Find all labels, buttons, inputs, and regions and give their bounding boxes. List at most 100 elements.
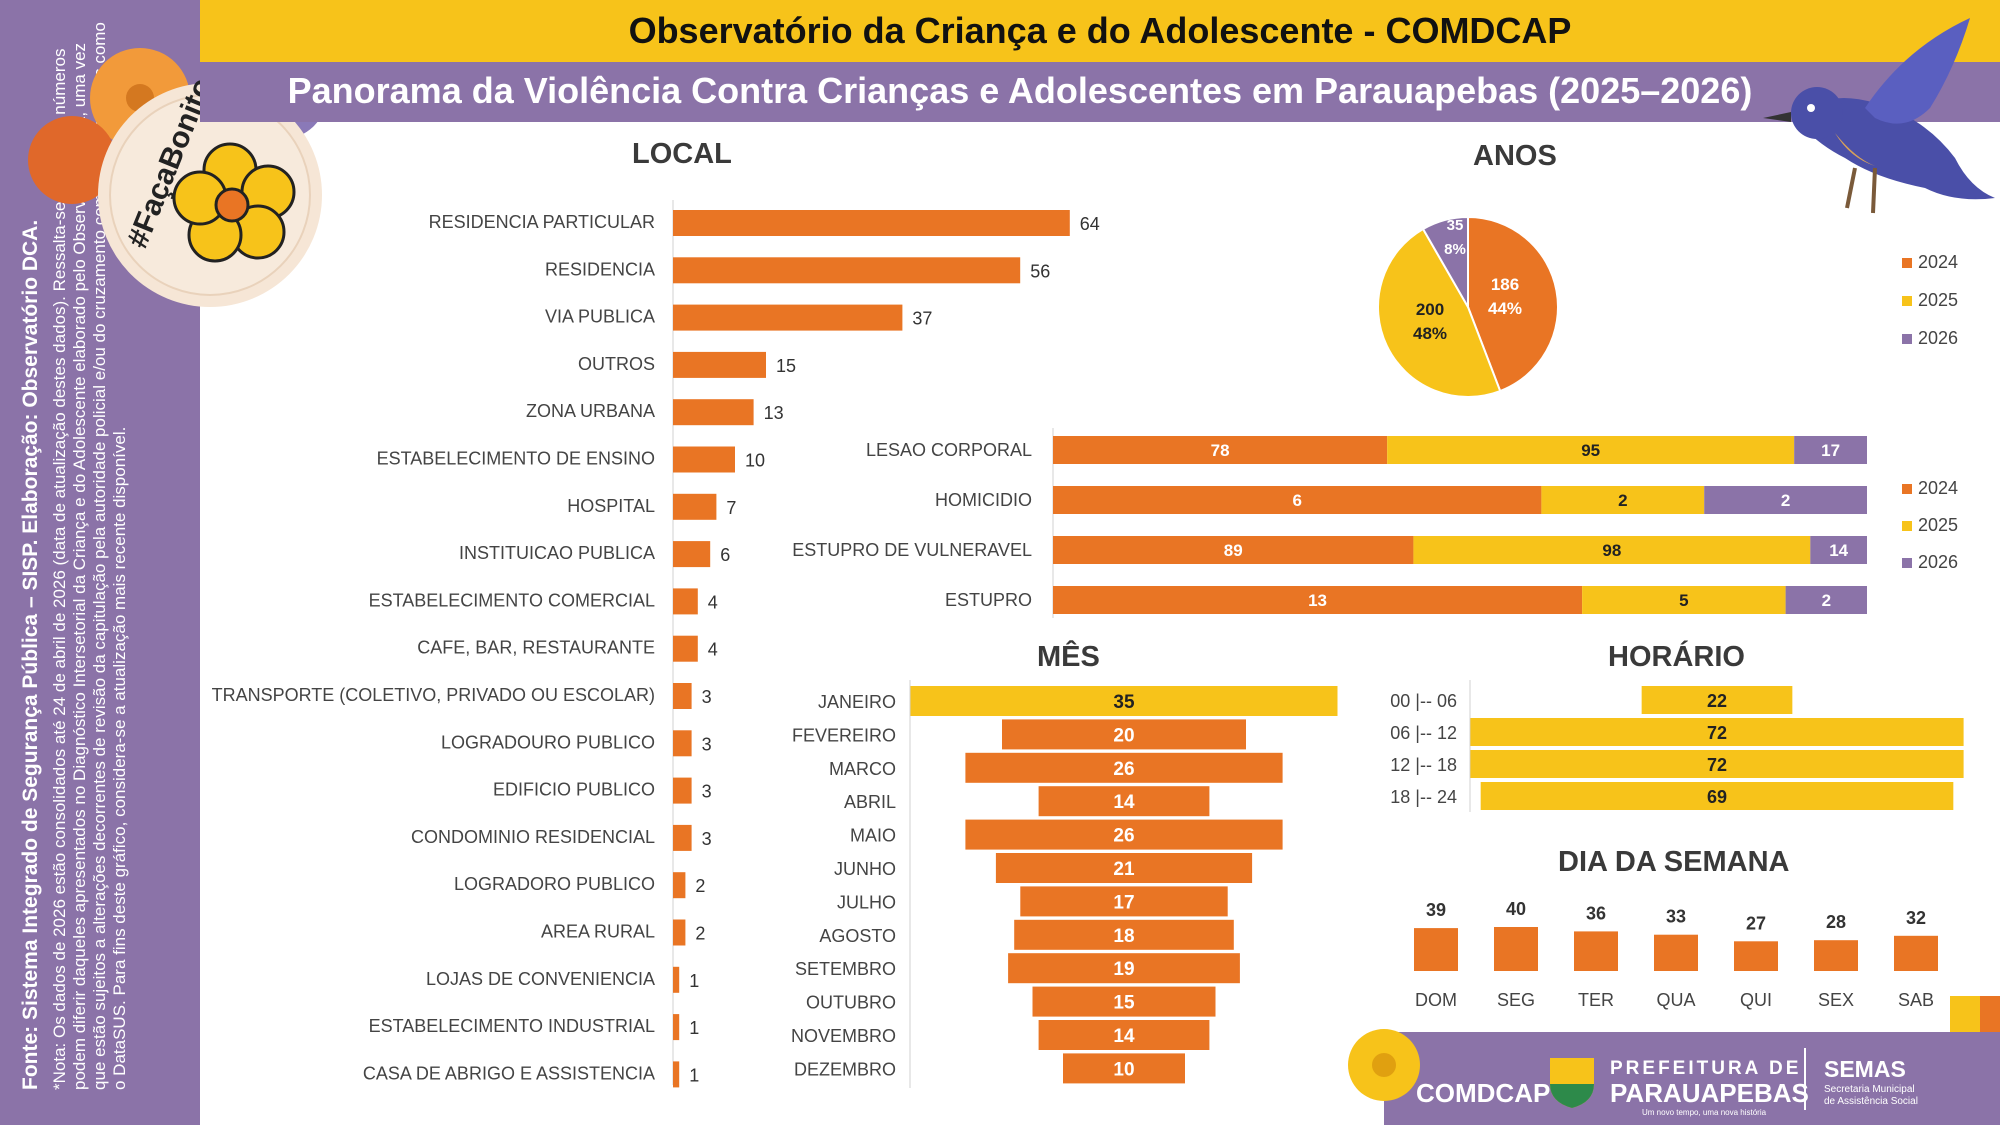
local-category-label: EDIFICIO PUBLICO bbox=[493, 780, 655, 800]
crime-value-label: 2 bbox=[1618, 491, 1627, 510]
weekday-bar bbox=[1414, 928, 1458, 971]
local-bar bbox=[673, 777, 692, 804]
local-category-label: RESIDENCIA bbox=[545, 259, 655, 279]
hour-label: 18 |-- 24 bbox=[1390, 787, 1457, 807]
month-bar bbox=[965, 819, 1283, 850]
month-value-label: 26 bbox=[1113, 759, 1134, 780]
local-bar bbox=[673, 872, 686, 899]
weekday-label: TER bbox=[1578, 990, 1614, 1010]
month-bar bbox=[1014, 919, 1234, 950]
anos-title: ANOS bbox=[1473, 140, 1557, 172]
crime-value-label: 2 bbox=[1822, 591, 1831, 610]
local-bar bbox=[673, 635, 698, 662]
weekday-bar bbox=[1814, 940, 1858, 971]
local-bar bbox=[673, 966, 680, 993]
local-value-label: 4 bbox=[708, 640, 718, 660]
pie-value-label: 186 bbox=[1491, 275, 1519, 294]
bird-illustration bbox=[1763, 18, 1995, 214]
month-bar bbox=[1063, 1053, 1185, 1084]
footer-divider bbox=[1804, 1048, 1806, 1110]
legend-swatch bbox=[1902, 521, 1912, 531]
hour-label: 12 |-- 18 bbox=[1390, 755, 1457, 775]
weekday-value-label: 36 bbox=[1586, 903, 1606, 923]
month-value-label: 21 bbox=[1113, 859, 1135, 880]
local-category-label: LOGRADORO PUBLICO bbox=[454, 874, 655, 894]
pie-value-label: 200 bbox=[1416, 300, 1444, 319]
local-category-label: ZONA URBANA bbox=[526, 401, 655, 421]
pie-slice bbox=[1421, 215, 1469, 311]
local-value-label: 13 bbox=[764, 403, 784, 423]
local-category-label: CONDOMINIO RESIDENCIAL bbox=[411, 827, 655, 847]
crime-category-label: HOMICIDIO bbox=[935, 490, 1032, 510]
semas-sub1: Secretaria Municipal bbox=[1824, 1084, 1915, 1095]
month-value-label: 15 bbox=[1113, 993, 1135, 1014]
subtitle-bar: Panorama da Violência Contra Crianças e … bbox=[200, 62, 2000, 122]
hour-bar bbox=[1470, 750, 1964, 778]
yoyo-flower-red bbox=[28, 116, 116, 204]
weekday-value-label: 28 bbox=[1826, 912, 1846, 932]
local-value-label: 3 bbox=[702, 829, 712, 849]
weekday-value-label: 33 bbox=[1666, 907, 1686, 927]
weekday-value-label: 40 bbox=[1506, 899, 1526, 919]
local-value-label: 15 bbox=[776, 356, 796, 376]
local-bar bbox=[673, 493, 717, 520]
legend-swatch bbox=[1902, 484, 1912, 494]
month-label: JUNHO bbox=[834, 859, 896, 879]
weekday-label: SAB bbox=[1898, 990, 1934, 1010]
crime-value-label: 5 bbox=[1679, 591, 1688, 610]
month-label: ABRIL bbox=[844, 792, 896, 812]
month-label: AGOSTO bbox=[819, 926, 896, 946]
local-category-label: CASA DE ABRIGO E ASSISTENCIA bbox=[363, 1063, 655, 1083]
local-bar bbox=[673, 399, 754, 426]
crime-bar-segment bbox=[1053, 536, 1414, 564]
crime-value-label: 89 bbox=[1224, 541, 1243, 560]
month-value-label: 14 bbox=[1113, 792, 1135, 813]
local-bar bbox=[673, 446, 735, 473]
local-category-label: LOGRADOURO PUBLICO bbox=[441, 732, 655, 752]
crime-value-label: 17 bbox=[1821, 441, 1840, 460]
local-bar bbox=[673, 730, 692, 757]
legend-label: 2026 bbox=[1918, 552, 1958, 572]
month-value-label: 20 bbox=[1113, 725, 1134, 746]
local-category-label: ESTABELECIMENTO DE ENSINO bbox=[377, 449, 655, 469]
month-bar bbox=[965, 752, 1283, 783]
local-value-label: 4 bbox=[708, 592, 718, 612]
local-bar bbox=[673, 541, 711, 568]
hour-value-label: 72 bbox=[1707, 723, 1727, 743]
month-bar bbox=[1002, 719, 1246, 750]
local-category-label: INSTITUICAO PUBLICA bbox=[459, 543, 655, 563]
month-label: DEZEMBRO bbox=[794, 1059, 896, 1079]
month-value-label: 17 bbox=[1113, 892, 1134, 913]
local-title: LOCAL bbox=[632, 138, 732, 170]
local-category-label: AREA RURAL bbox=[541, 922, 655, 942]
crime-bar-segment bbox=[1582, 586, 1786, 614]
comdcap-logo-text: COMDCAP bbox=[1416, 1078, 1551, 1108]
legend-swatch bbox=[1902, 558, 1912, 568]
weekday-value-label: 39 bbox=[1426, 900, 1446, 920]
crime-value-label: 2 bbox=[1781, 491, 1790, 510]
local-category-label: VIA PUBLICA bbox=[545, 307, 655, 327]
local-value-label: 1 bbox=[689, 971, 699, 991]
footer-logos: COMDCAP PREFEITURA DE PARAUAPEBAS Um nov… bbox=[1348, 1029, 2000, 1125]
month-label: MAIO bbox=[850, 826, 896, 846]
page-title: Observatório da Criança e do Adolescente… bbox=[628, 10, 1572, 51]
pie-slice bbox=[1377, 227, 1502, 398]
mes-title: MÊS bbox=[1037, 641, 1100, 673]
weekday-value-label: 27 bbox=[1746, 913, 1766, 933]
crime-bar-segment bbox=[1053, 486, 1542, 514]
faca-bonito-badge: #FaçaBonito bbox=[28, 44, 328, 307]
month-value-label: 35 bbox=[1113, 692, 1135, 713]
month-label: JANEIRO bbox=[818, 692, 896, 712]
month-value-label: 18 bbox=[1113, 926, 1134, 947]
crime-bar-segment bbox=[1053, 586, 1583, 614]
semas-logo-text: SEMAS bbox=[1824, 1056, 1906, 1082]
legend-swatch bbox=[1902, 296, 1912, 306]
yellow-flower-icon bbox=[1348, 1029, 1420, 1101]
local-category-label: HOSPITAL bbox=[567, 496, 655, 516]
local-bar bbox=[673, 683, 692, 709]
legend-label: 2025 bbox=[1918, 290, 1958, 310]
weekday-bar bbox=[1574, 931, 1618, 971]
